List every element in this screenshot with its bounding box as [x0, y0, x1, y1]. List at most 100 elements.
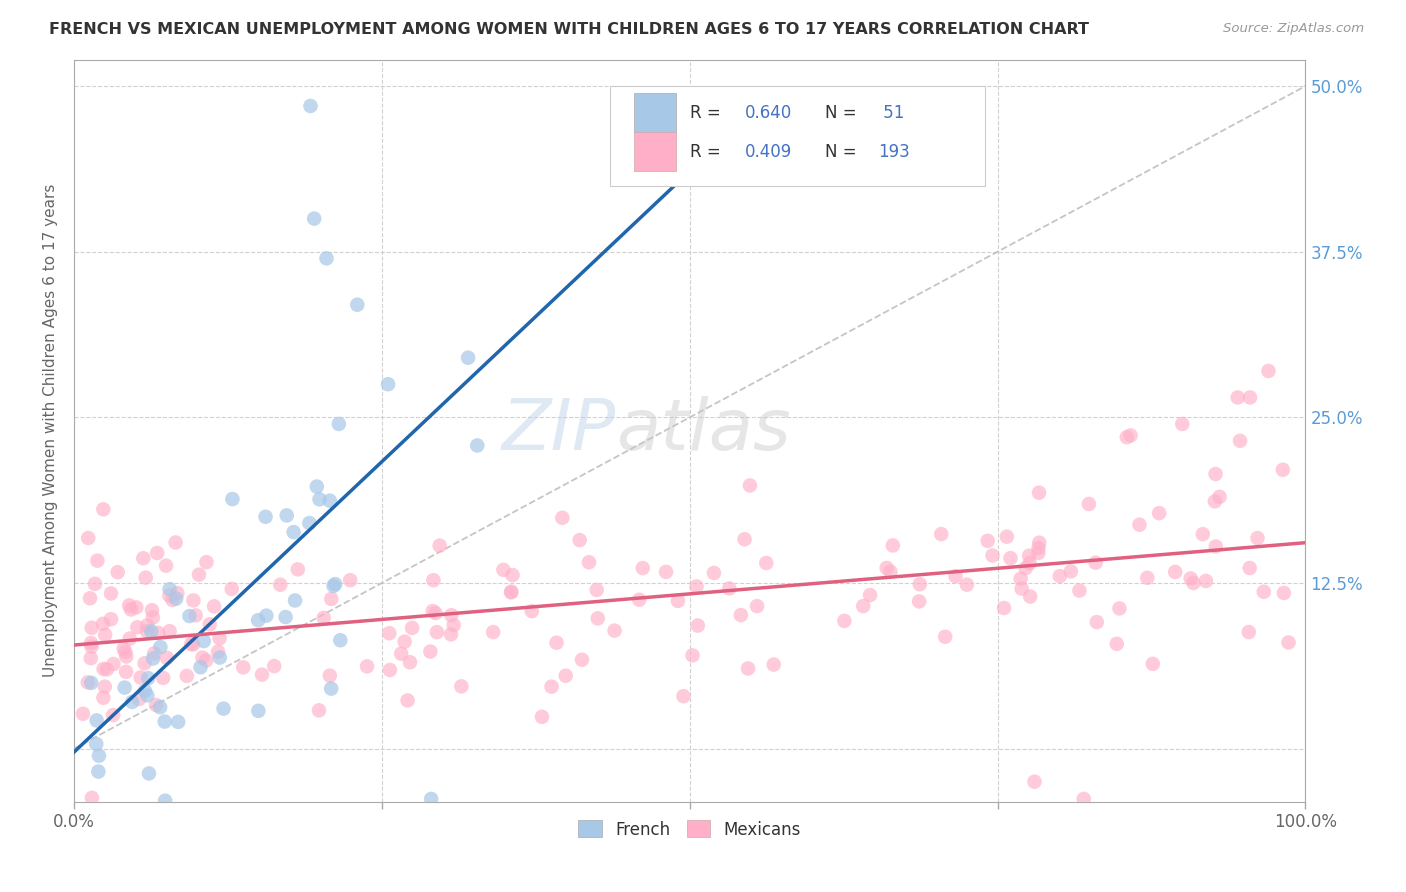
Point — [221, 492, 243, 507]
Point — [84, 737, 107, 751]
Point — [389, 647, 412, 661]
Point — [142, 651, 165, 665]
Point — [718, 582, 741, 596]
Point — [1239, 561, 1261, 575]
Point — [737, 661, 759, 675]
Point — [1272, 586, 1295, 600]
Point — [167, 714, 190, 729]
Point — [190, 660, 212, 674]
Point — [628, 592, 651, 607]
Point — [134, 657, 156, 671]
Point — [247, 613, 270, 627]
Point — [101, 708, 124, 723]
Point — [193, 634, 215, 648]
FancyBboxPatch shape — [610, 86, 986, 186]
Text: N =: N = — [825, 104, 862, 122]
Point — [80, 790, 103, 805]
Point — [153, 714, 176, 729]
Point — [1085, 615, 1108, 629]
Point — [312, 611, 335, 625]
Point — [232, 660, 254, 674]
Point — [100, 612, 122, 626]
Point — [202, 599, 225, 614]
Text: 0.640: 0.640 — [745, 104, 793, 122]
Point — [981, 549, 1004, 563]
Point — [1229, 434, 1251, 448]
Point — [212, 701, 235, 715]
Point — [80, 651, 103, 665]
Point — [114, 681, 136, 695]
Point — [287, 562, 309, 576]
Point — [1226, 391, 1249, 405]
Point — [94, 628, 117, 642]
Point — [1182, 576, 1205, 591]
Point — [876, 561, 898, 575]
Point — [1191, 527, 1213, 541]
Point — [422, 604, 444, 618]
Point — [276, 508, 298, 523]
Point — [377, 377, 399, 392]
Point — [686, 618, 709, 632]
Point — [1180, 571, 1202, 585]
Point — [269, 578, 291, 592]
Point — [520, 604, 543, 618]
Point — [420, 792, 443, 806]
Point — [180, 637, 202, 651]
Point — [672, 689, 695, 703]
Point — [1208, 490, 1230, 504]
Point — [1014, 561, 1036, 575]
Point — [378, 626, 401, 640]
Point — [145, 698, 167, 712]
Point — [329, 633, 352, 648]
Point — [321, 681, 343, 696]
Point — [995, 530, 1018, 544]
Point — [115, 665, 138, 679]
Point — [250, 667, 273, 681]
Point — [298, 516, 321, 530]
Point — [457, 351, 479, 365]
Point — [149, 640, 172, 654]
Point — [321, 591, 343, 606]
Point — [319, 493, 342, 508]
Point — [319, 668, 342, 682]
Point — [134, 683, 156, 698]
Point — [429, 539, 451, 553]
Point — [184, 608, 207, 623]
Point — [302, 211, 325, 226]
Point — [191, 650, 214, 665]
Point — [551, 510, 574, 524]
Point — [929, 527, 952, 541]
Point — [482, 625, 505, 640]
Point — [80, 621, 103, 635]
Point — [93, 662, 115, 676]
Point — [299, 99, 322, 113]
Point — [1077, 497, 1099, 511]
Point — [492, 563, 515, 577]
Point — [586, 611, 609, 625]
Point — [1105, 637, 1128, 651]
Text: 0.409: 0.409 — [745, 144, 793, 161]
Point — [120, 602, 142, 616]
Point — [1164, 565, 1187, 579]
Point — [247, 704, 270, 718]
Point — [1142, 657, 1164, 671]
Point — [993, 601, 1015, 615]
Point — [166, 586, 188, 600]
Point — [339, 573, 361, 587]
Point — [568, 533, 591, 548]
Point — [328, 417, 350, 431]
Point — [631, 561, 654, 575]
Point — [755, 556, 778, 570]
Point — [162, 593, 184, 607]
Point — [254, 608, 277, 623]
Point — [112, 641, 135, 656]
Point — [834, 614, 856, 628]
Point — [322, 579, 344, 593]
Point — [208, 650, 231, 665]
Point — [114, 645, 136, 659]
Point — [80, 676, 103, 690]
Point — [72, 706, 94, 721]
Point — [852, 599, 875, 613]
Point — [1205, 467, 1227, 481]
Point — [135, 624, 157, 638]
